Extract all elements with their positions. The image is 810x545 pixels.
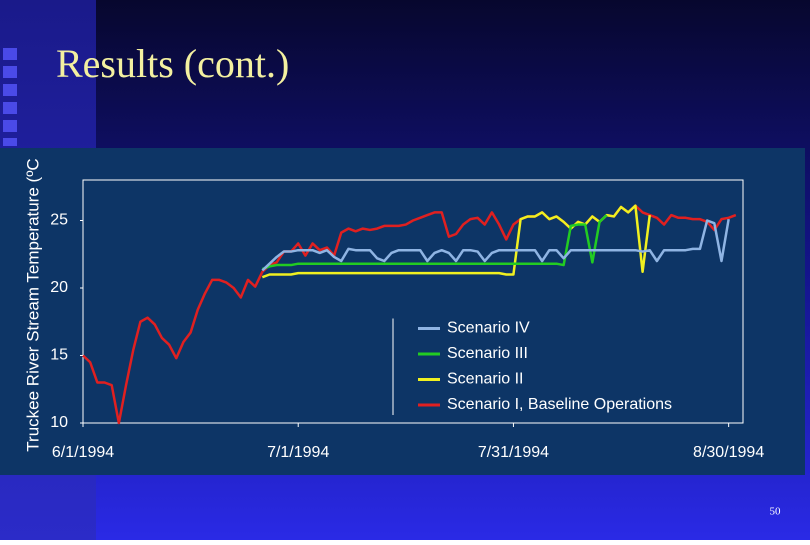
x-tick-label: 8/30/1994 [693, 444, 764, 461]
y-tick-label: 10 [50, 414, 68, 431]
y-tick-label: 20 [50, 279, 68, 296]
y-tick-label: 15 [50, 347, 68, 364]
slide-title: Results (cont.) [56, 41, 289, 86]
plot: 10 15 20 25 6/1/1994 7/1/1994 7/31/1994 8/30/19… [50, 204, 764, 461]
legend-label: Scenario III [447, 345, 528, 362]
series-line [261, 218, 730, 272]
x-tick-label: 6/1/1994 [52, 444, 114, 461]
page-number: 50 [770, 506, 782, 518]
x-tick-label: 7/1/1994 [267, 444, 329, 461]
strip-squares [3, 48, 17, 146]
y-axis-label: Truckee River Stream Temperature (ºC [23, 158, 42, 451]
legend-label: Scenario I, Baseline Operations [447, 396, 672, 413]
series-line [261, 214, 608, 271]
legend-label: Scenario IV [447, 320, 530, 337]
chart-panel [0, 148, 805, 475]
y-tick-label: 25 [50, 212, 68, 229]
x-tick-label: 7/31/1994 [478, 444, 549, 461]
legend-label: Scenario II [447, 371, 523, 388]
plot-frame [82, 179, 744, 424]
